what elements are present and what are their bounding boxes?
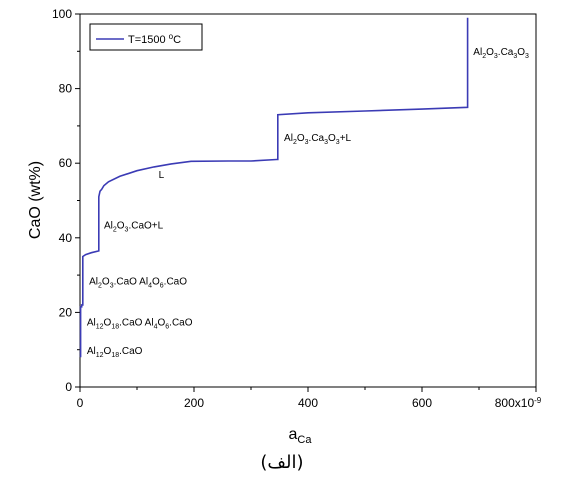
y-axis: 0 20 40 60 80 100 [52, 7, 80, 394]
x-tick-label: 800x10-9 [495, 396, 542, 411]
x-tick-label: 600 [412, 396, 432, 410]
legend-label: T=1500 oC [128, 32, 181, 47]
phase-label: Al2O3.CaO+L [104, 220, 164, 233]
x-axis: 0 200 400 600 800x10-9 [77, 387, 542, 410]
phase-label: Al12O18.CaO Al4O6.CaO [87, 317, 193, 330]
x-axis-title: aCa [289, 426, 313, 446]
phase-label: Al2O3.Ca3O3 [473, 47, 529, 60]
y-tick-label: 40 [59, 231, 73, 245]
y-tick-label: 20 [59, 305, 73, 319]
y-tick-label: 0 [65, 380, 72, 394]
phase-label: L [159, 170, 165, 181]
phase-annotations: Al2O3.Ca3O3 Al2O3.Ca3O3+L L Al2O3.CaO+L Al2O… [87, 47, 529, 359]
legend: T=1500 oC [89, 23, 203, 51]
x-tick-label: 400 [298, 396, 318, 410]
phase-diagram-chart: 0 20 40 60 80 100 0 200 400 600 800x10-9 Al2O3.Ca… [27, 7, 542, 446]
phase-label: Al2O3.CaO Al4O6.CaO [89, 276, 187, 289]
x-tick-label: 0 [77, 396, 84, 410]
y-tick-label: 80 [59, 82, 73, 96]
figure-caption: (الف) [260, 452, 304, 473]
y-axis-title: CaO (wt%) [27, 161, 44, 239]
y-tick-label: 60 [59, 156, 73, 170]
y-tick-label: 100 [52, 7, 72, 21]
phase-label: Al12O18.CaO [87, 346, 143, 359]
x-tick-label: 200 [184, 396, 204, 410]
series-line-cao-wt [79, 17, 469, 358]
legend-box [89, 23, 203, 51]
phase-label: Al2O3.Ca3O3+L [284, 133, 351, 146]
